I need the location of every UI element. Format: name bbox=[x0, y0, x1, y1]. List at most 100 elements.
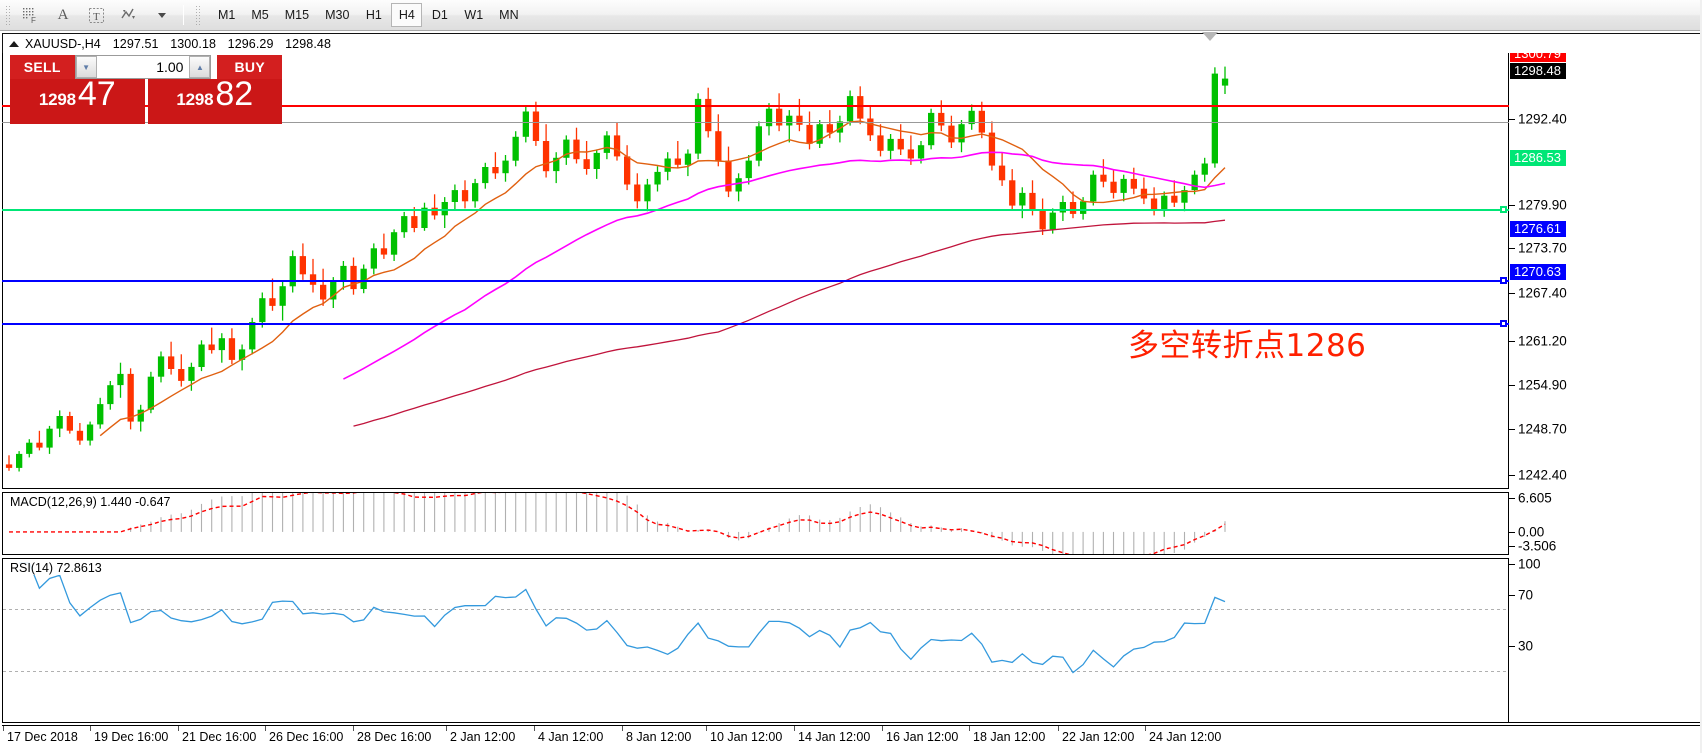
price-tick bbox=[1509, 293, 1515, 294]
last-price-label[interactable]: 1298.48 bbox=[1510, 63, 1566, 79]
timeframe-group: M1 M5 M15 M30 H1 H4 D1 W1 MN bbox=[210, 3, 527, 27]
price-tick bbox=[1509, 119, 1515, 120]
chart-annotation-text: 多空转折点1286 bbox=[1128, 328, 1367, 364]
rsi-scale-label: 100 bbox=[1518, 556, 1541, 572]
time-axis-label: 22 Jan 12:00 bbox=[1062, 730, 1135, 744]
sell-price-fraction: 47 bbox=[77, 75, 116, 113]
buy-tab[interactable]: BUY bbox=[217, 55, 282, 79]
ohlc-high: 1300.18 bbox=[170, 36, 217, 51]
time-axis-tick bbox=[178, 726, 179, 731]
time-axis-tick bbox=[794, 726, 795, 731]
text-label-icon[interactable]: A bbox=[57, 6, 69, 23]
macd-scale-tick bbox=[1509, 546, 1515, 547]
buy-price-button[interactable]: 1298 82 bbox=[147, 75, 282, 124]
crosshair-grid-icon[interactable]: F bbox=[15, 2, 45, 29]
time-scale[interactable]: 17 Dec 2018 19 Dec 16:00 21 Dec 16:00 26 De… bbox=[2, 725, 1700, 753]
time-axis-tick bbox=[353, 726, 354, 731]
price-tick bbox=[1509, 385, 1515, 386]
price-tick bbox=[1509, 475, 1515, 476]
timeframe-m1[interactable]: M1 bbox=[218, 8, 236, 22]
macd-scale-label: 0.00 bbox=[1518, 524, 1545, 540]
rsi-indicator-pane[interactable]: RSI(14) 72.8613 bbox=[2, 558, 1509, 723]
level-blue-2-label[interactable]: 1270.63 bbox=[1510, 264, 1566, 280]
sell-price-integer: 1298 bbox=[38, 90, 76, 109]
rsi-scale-label: 30 bbox=[1518, 638, 1534, 654]
chevron-down-icon[interactable] bbox=[147, 2, 177, 29]
price-chart-pane[interactable] bbox=[2, 52, 1509, 489]
macd-scale-tick bbox=[1509, 532, 1515, 533]
price-tick-label: 1261.20 bbox=[1518, 333, 1567, 349]
time-axis-tick bbox=[622, 726, 623, 731]
timeframe-h4[interactable]: H4 bbox=[391, 3, 423, 27]
volume-increase-button[interactable]: ▲ bbox=[189, 56, 211, 78]
time-axis-label: 21 Dec 16:00 bbox=[182, 730, 257, 744]
time-axis-label: 19 Dec 16:00 bbox=[94, 730, 169, 744]
chart-expand-icon[interactable] bbox=[9, 40, 19, 47]
time-axis-label: 28 Dec 16:00 bbox=[357, 730, 432, 744]
ohlc-low: 1296.29 bbox=[227, 36, 274, 51]
one-click-trading-panel[interactable]: SELL ▼ 1.00 ▲ BUY 1298 47 1298 82 bbox=[10, 55, 282, 124]
timeframe-m30[interactable]: M30 bbox=[325, 8, 350, 22]
timeframe-m5[interactable]: M5 bbox=[251, 8, 269, 22]
svg-text:F: F bbox=[31, 16, 36, 24]
indicators-icon[interactable] bbox=[114, 2, 144, 29]
time-axis-label: 2 Jan 12:00 bbox=[450, 730, 516, 744]
macd-scale-tick bbox=[1509, 498, 1515, 499]
price-tick bbox=[1509, 205, 1515, 206]
ohlc-close: 1298.48 bbox=[285, 36, 332, 51]
rsi-canvas bbox=[3, 562, 1508, 674]
macd-canvas bbox=[9, 493, 1226, 554]
time-axis-tick bbox=[3, 726, 4, 731]
time-axis-tick bbox=[706, 726, 707, 731]
cursor-position-marker bbox=[1202, 32, 1218, 41]
volume-stepper[interactable]: ▼ 1.00 ▲ bbox=[74, 55, 212, 79]
macd-indicator-pane[interactable]: MACD(12,26,9) 1.440 -0.647 bbox=[2, 492, 1509, 555]
time-axis-tick bbox=[1058, 726, 1059, 731]
price-tick-label: 1292.40 bbox=[1518, 111, 1567, 127]
price-tick-label: 1242.40 bbox=[1518, 467, 1567, 483]
price-tick bbox=[1509, 429, 1515, 430]
time-axis-tick bbox=[969, 726, 970, 731]
timeframe-drag-handle[interactable] bbox=[195, 5, 202, 25]
sell-tab[interactable]: SELL bbox=[10, 55, 75, 79]
macd-label: MACD(12,26,9) 1.440 -0.647 bbox=[8, 495, 173, 509]
time-axis-label: 17 Dec 2018 bbox=[7, 730, 78, 744]
text-box-icon[interactable]: T bbox=[81, 2, 111, 29]
time-axis-tick bbox=[90, 726, 91, 731]
timeframe-mn[interactable]: MN bbox=[499, 8, 519, 22]
timeframe-m15[interactable]: M15 bbox=[284, 8, 310, 22]
symbol-info-bar: XAUUSD-,H4 1297.51 1300.18 1296.29 1298.… bbox=[2, 33, 1700, 53]
timeframe-h1[interactable]: H1 bbox=[365, 8, 382, 22]
rsi-scale-tick bbox=[1509, 564, 1515, 565]
time-axis-tick bbox=[882, 726, 883, 731]
price-tick-label: 1254.90 bbox=[1518, 377, 1567, 393]
support-green-label[interactable]: 1286.53 bbox=[1510, 150, 1566, 166]
rsi-scale-tick bbox=[1509, 646, 1515, 647]
time-axis-tick bbox=[446, 726, 447, 731]
time-axis-label: 10 Jan 12:00 bbox=[710, 730, 783, 744]
price-tick bbox=[1509, 341, 1515, 342]
rsi-scale-tick bbox=[1509, 595, 1515, 596]
volume-decrease-button[interactable]: ▼ bbox=[75, 56, 97, 78]
price-tick-label: 1248.70 bbox=[1518, 421, 1567, 437]
level-blue-1-label[interactable]: 1276.61 bbox=[1510, 221, 1566, 237]
time-axis-label: 16 Jan 12:00 bbox=[886, 730, 959, 744]
time-axis-label: 24 Jan 12:00 bbox=[1149, 730, 1222, 744]
price-tick-label: 1279.90 bbox=[1518, 197, 1567, 213]
svg-text:T: T bbox=[93, 11, 100, 23]
main-toolbar: F A T M1 M5 M15 M30 H1 H4 D1 W1 MN bbox=[0, 0, 1702, 31]
timeframe-d1[interactable]: D1 bbox=[431, 8, 448, 22]
price-scale[interactable]: 1292.40 1279.90 1273.70 1267.40 1261.20 1254.… bbox=[1509, 46, 1700, 723]
timeframe-w1[interactable]: W1 bbox=[464, 8, 484, 22]
macd-scale-label: 6.605 bbox=[1518, 490, 1552, 506]
time-axis-label: 26 Dec 16:00 bbox=[269, 730, 344, 744]
time-axis-tick bbox=[265, 726, 266, 731]
symbol-name: XAUUSD-,H4 bbox=[25, 36, 101, 51]
buy-price-fraction: 82 bbox=[215, 75, 254, 113]
ohlc-values: 1297.51 1300.18 1296.29 1298.48 bbox=[113, 37, 339, 51]
rsi-label: RSI(14) 72.8613 bbox=[8, 561, 104, 575]
rsi-scale-label: 70 bbox=[1518, 587, 1534, 603]
toolbar-drag-handle[interactable] bbox=[5, 5, 12, 25]
volume-value[interactable]: 1.00 bbox=[96, 56, 190, 78]
sell-price-button[interactable]: 1298 47 bbox=[10, 75, 145, 124]
